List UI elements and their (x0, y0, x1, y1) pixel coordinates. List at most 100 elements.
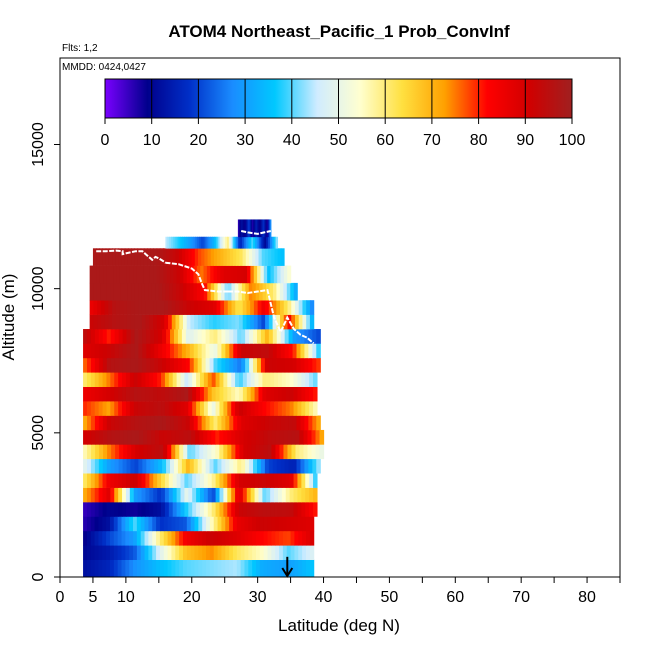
heatmap-cell (117, 282, 122, 301)
heatmap-cell (221, 236, 224, 249)
heatmap-cell (169, 236, 172, 249)
heatmap-cell (262, 282, 267, 301)
heatmap-cell (197, 357, 203, 373)
heatmap-cell (171, 516, 176, 532)
heatmap-cell (176, 372, 182, 387)
dates-note: MMDD: 0424,0427 (62, 62, 146, 73)
heatmap-cell (110, 386, 115, 402)
heatmap-cell (172, 248, 177, 266)
heatmap-cell (221, 516, 226, 532)
heatmap-cell (216, 300, 221, 315)
heatmap-cell (263, 444, 269, 460)
heatmap-cell (312, 357, 317, 373)
heatmap-cell (262, 473, 267, 488)
heatmap-cell (145, 372, 150, 387)
heatmap-cell (114, 473, 119, 488)
heatmap-cell (129, 265, 134, 284)
heatmap-cell (102, 357, 108, 373)
heatmap-cell (235, 372, 240, 387)
heatmap-cell (170, 357, 175, 373)
heatmap-cell (158, 329, 163, 344)
heatmap-cell (183, 265, 188, 284)
heatmap-cell (312, 415, 317, 431)
heatmap-cell (150, 357, 155, 373)
heatmap-cell (114, 487, 119, 503)
heatmap-cell (130, 415, 136, 431)
heatmap-cell (274, 372, 279, 387)
heatmap-cell (118, 458, 124, 474)
heatmap-cell (209, 458, 215, 474)
heatmap-cell (184, 372, 189, 387)
heatmap-cell (225, 343, 230, 359)
heatmap-cell (102, 343, 108, 359)
heatmap-cell (233, 415, 238, 431)
heatmap-cell (129, 530, 134, 546)
heatmap-cell (196, 372, 201, 387)
heatmap-cell (215, 429, 220, 445)
heatmap-cell (159, 429, 164, 445)
heatmap-cell (107, 429, 112, 445)
heatmap-cell (294, 530, 299, 546)
heatmap-cell (237, 458, 242, 474)
heatmap-cell (289, 502, 295, 517)
heatmap-cell (172, 236, 176, 249)
heatmap-cell (162, 357, 167, 373)
heatmap-cell (298, 300, 304, 315)
heatmap-cell (118, 343, 124, 359)
heatmap-cell (86, 559, 92, 577)
heatmap-cell (142, 415, 147, 431)
x-axis-label: Latitude (deg N) (278, 616, 400, 635)
heatmap-cell (146, 343, 151, 359)
heatmap-cell (261, 300, 266, 315)
heatmap-cell (106, 473, 111, 488)
heatmap-cell (102, 401, 108, 416)
heatmap-cell (183, 429, 188, 445)
heatmap-cell (304, 357, 309, 373)
heatmap-cell (231, 487, 236, 503)
heatmap-cell (111, 444, 116, 460)
heatmap-cell (209, 329, 215, 344)
heatmap-cell (102, 487, 108, 503)
heatmap-cell (179, 545, 184, 560)
heatmap-cell (240, 559, 246, 577)
heatmap-cell (151, 282, 156, 301)
heatmap-cell (109, 516, 115, 532)
heatmap-cell (98, 415, 104, 431)
heatmap-cell (177, 458, 183, 474)
heatmap-cell (94, 473, 100, 488)
heatmap-cell (190, 300, 195, 315)
heatmap-cell (178, 248, 183, 266)
heatmap-cell (171, 559, 176, 577)
heatmap-cell (154, 343, 159, 359)
heatmap-cell (276, 415, 282, 431)
heatmap-cell (83, 357, 88, 373)
heatmap-cell (83, 502, 88, 517)
heatmap-cell (172, 282, 177, 301)
heatmap-cell (249, 357, 254, 373)
heatmap-cell (144, 282, 150, 301)
heatmap-cell (87, 444, 92, 460)
heatmap-cell (173, 265, 178, 284)
heatmap-cell (172, 372, 178, 387)
heatmap-cell (309, 300, 315, 315)
heatmap-cell (162, 329, 167, 344)
heatmap-cell (279, 282, 284, 301)
heatmap-cell (103, 282, 108, 301)
heatmap-cell (86, 530, 92, 546)
heatmap-cell (213, 415, 219, 431)
heatmap-cell (122, 386, 127, 402)
heatmap-cell (158, 343, 163, 359)
heatmap-cell (168, 386, 174, 402)
heatmap-cell (155, 429, 160, 445)
heatmap-cell (90, 372, 96, 387)
heatmap-cell (205, 314, 210, 330)
heatmap-cell (154, 357, 159, 373)
heatmap-cell (106, 487, 111, 503)
heatmap-cell (288, 343, 294, 359)
heatmap-cell (280, 265, 285, 284)
heatmap-cell (271, 559, 276, 577)
heatmap-cell (100, 300, 106, 315)
heatmap-cell (268, 343, 274, 359)
heatmap-cell (156, 559, 161, 577)
heatmap-cell (103, 265, 107, 284)
